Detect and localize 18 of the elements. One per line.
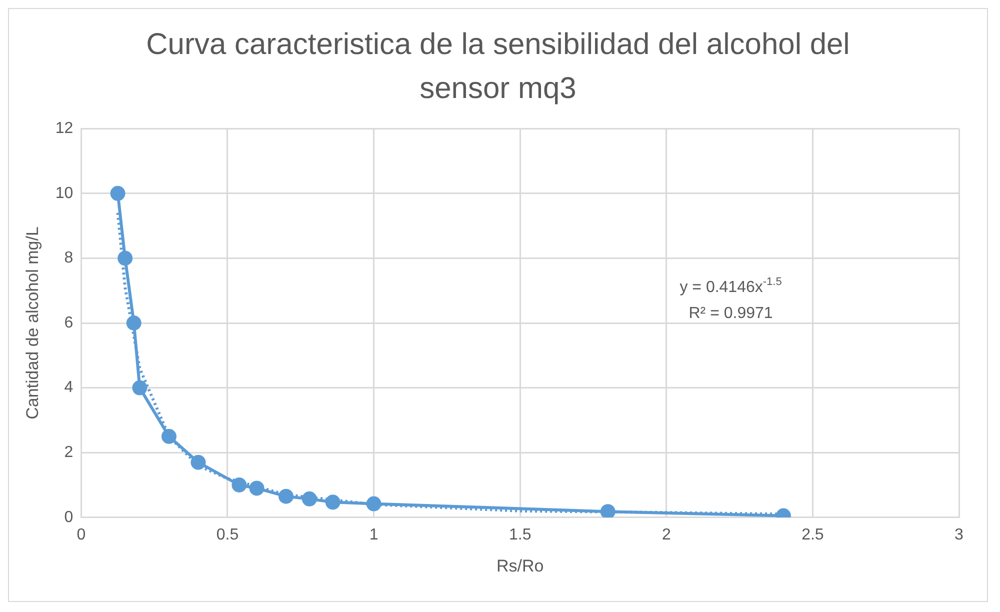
y-tick-label: 10 <box>55 184 74 202</box>
x-tick-label: 0.5 <box>216 526 239 544</box>
x-axis-title: Rs/Ro <box>496 556 544 576</box>
chart-title: Curva caracteristica de la sensibilidad del alcohol del sensor mq3 <box>145 27 851 107</box>
annotation: R² = 0.9971 <box>688 304 773 322</box>
x-tick-label: 0 <box>76 526 86 544</box>
y-tick-label: 4 <box>64 379 74 396</box>
y-tick-label: 2 <box>64 444 74 462</box>
x-tick-label: 2.5 <box>802 526 824 544</box>
x-tick-label: 2 <box>662 526 671 544</box>
y-tick-label: 8 <box>64 250 74 267</box>
y-tick-label: 12 <box>55 120 74 138</box>
y-axis-title: Cantidad de alcohol mg/L <box>22 226 42 420</box>
x-tick-label: 3 <box>954 526 964 544</box>
y-tick-label: 6 <box>64 314 74 332</box>
x-tick-label: 1.5 <box>508 526 532 544</box>
y-tick-label: 0 <box>64 508 74 526</box>
x-tick-label: 1 <box>369 526 378 544</box>
